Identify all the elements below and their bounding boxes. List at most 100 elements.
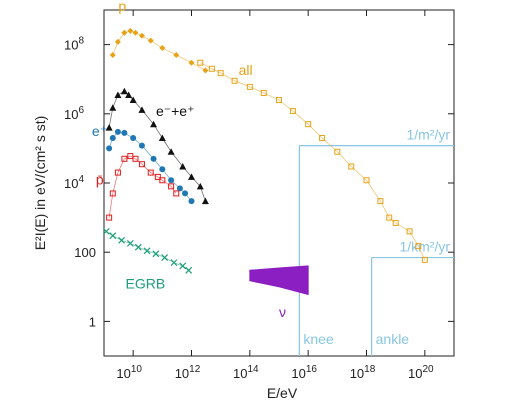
- data-point: [109, 190, 116, 197]
- data-point: [159, 166, 166, 173]
- series-group: [102, 27, 428, 296]
- ankle-label: ankle: [376, 331, 410, 347]
- data-point: [201, 197, 209, 205]
- data-point: [114, 128, 121, 135]
- data-point: [159, 44, 166, 51]
- x-ticks: 1010 1012 1014 1016 1018 1020: [116, 10, 434, 381]
- data-point: [120, 87, 128, 95]
- series-3: [106, 128, 195, 205]
- data-point: [152, 250, 160, 258]
- series-line: [108, 155, 177, 218]
- data-point: [130, 134, 137, 141]
- data-point: [161, 254, 169, 261]
- y-axis-label: E²I(E) in eV/(cm² s st): [32, 116, 48, 251]
- data-point: [289, 108, 296, 115]
- data-point: [188, 198, 195, 205]
- data-point: [118, 236, 125, 244]
- data-point: [386, 214, 393, 221]
- data-point: [129, 96, 137, 104]
- x-tick-label: 1020: [408, 364, 434, 381]
- data-point: [127, 27, 134, 34]
- series-labels: p all e⁻+e⁺ e⁺ p̄ EGRB ν: [92, 0, 286, 320]
- data-point: [138, 106, 146, 113]
- data-point: [114, 38, 121, 45]
- data-point: [143, 247, 151, 255]
- data-point: [202, 67, 209, 74]
- series-5: [102, 227, 193, 274]
- x-tick-label: 1014: [233, 364, 259, 381]
- data-point: [217, 70, 224, 77]
- data-point: [105, 124, 113, 131]
- data-point: [196, 182, 204, 190]
- series-line: [200, 62, 426, 261]
- y-ticks: 1 100 104 106 108: [64, 36, 454, 329]
- data-point: [121, 29, 128, 36]
- data-point: [134, 243, 142, 251]
- knee-label: knee: [303, 331, 334, 347]
- data-point: [406, 228, 413, 235]
- series-label: EGRB: [126, 275, 166, 291]
- data-point: [421, 256, 428, 263]
- neutrino-band: [249, 265, 309, 296]
- data-point: [348, 163, 355, 170]
- y-tick-label: 100: [74, 245, 96, 260]
- data-point: [109, 52, 116, 59]
- data-point: [138, 32, 145, 39]
- data-point: [197, 59, 204, 66]
- series-label: p: [118, 0, 126, 14]
- data-point: [126, 239, 134, 247]
- data-point: [231, 77, 238, 84]
- data-point: [185, 266, 193, 274]
- flux-reference-label: 1/m²/yr: [406, 127, 450, 143]
- data-point: [106, 145, 113, 152]
- data-point: [179, 262, 187, 270]
- data-point: [109, 134, 116, 141]
- series-0: [109, 27, 209, 74]
- x-tick-label: 1016: [291, 364, 317, 381]
- y-tick-label: 104: [64, 174, 84, 191]
- data-point: [138, 142, 145, 149]
- data-point: [168, 177, 175, 184]
- series-6: [249, 265, 309, 296]
- series-2: [105, 87, 209, 205]
- data-point: [170, 259, 178, 267]
- data-point: [334, 148, 341, 155]
- data-point: [377, 198, 384, 205]
- x-tick-label: 1018: [350, 364, 376, 381]
- data-point: [132, 29, 139, 36]
- data-point: [138, 161, 145, 168]
- data-point: [109, 104, 117, 111]
- data-point: [150, 155, 157, 162]
- data-point: [305, 121, 312, 128]
- data-point: [363, 177, 370, 184]
- data-point: [182, 190, 189, 197]
- flux-reference-label: 1/km²/yr: [399, 239, 450, 255]
- data-point: [121, 155, 128, 162]
- data-point: [319, 134, 326, 141]
- series-label: e⁺: [92, 123, 107, 139]
- y-tick-label: 108: [64, 36, 84, 53]
- data-point: [173, 52, 180, 59]
- x-tick-label: 1012: [175, 364, 201, 381]
- series-4: [106, 153, 180, 221]
- data-point: [106, 214, 113, 221]
- data-point: [168, 183, 175, 190]
- series-label: e⁻+e⁺: [156, 103, 195, 119]
- series-label: ν: [279, 304, 286, 320]
- data-point: [179, 162, 187, 170]
- y-tick-label: 106: [64, 105, 84, 122]
- x-tick-label: 1010: [116, 364, 142, 381]
- data-point: [276, 97, 282, 104]
- x-axis-label: E/eV: [267, 385, 298, 401]
- data-point: [188, 59, 195, 66]
- reference-lines: 1/m²/yr 1/km²/yr knee ankle: [298, 127, 454, 356]
- data-point: [132, 155, 139, 162]
- data-point: [188, 173, 195, 180]
- data-point: [208, 65, 215, 72]
- data-point: [114, 169, 121, 176]
- series-label: all: [239, 62, 253, 78]
- data-point: [415, 243, 422, 250]
- data-point: [121, 129, 128, 136]
- data-point: [246, 83, 253, 90]
- data-point: [109, 232, 117, 240]
